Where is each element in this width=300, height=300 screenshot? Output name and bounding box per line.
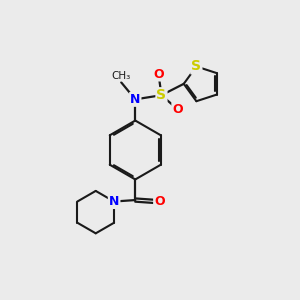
Text: S: S [157, 88, 166, 102]
Text: CH₃: CH₃ [112, 71, 131, 81]
Text: O: O [154, 195, 165, 208]
Text: N: N [109, 195, 119, 208]
Text: N: N [130, 93, 140, 106]
Text: O: O [172, 103, 183, 116]
Text: O: O [153, 68, 164, 80]
Text: N: N [109, 195, 119, 208]
Text: S: S [191, 59, 201, 74]
